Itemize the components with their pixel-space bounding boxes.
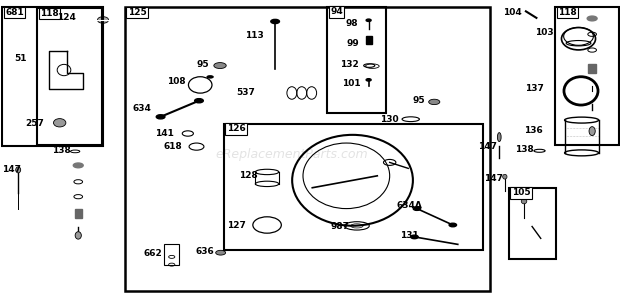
Ellipse shape	[75, 232, 81, 239]
Circle shape	[195, 99, 203, 103]
Circle shape	[366, 79, 371, 81]
Circle shape	[428, 99, 440, 105]
Text: 127: 127	[227, 221, 246, 230]
Bar	[2, 7, 103, 146]
Text: 118: 118	[558, 8, 577, 17]
Text: 95: 95	[197, 60, 209, 69]
Ellipse shape	[503, 174, 507, 179]
Circle shape	[206, 75, 214, 79]
Text: 137: 137	[525, 84, 544, 93]
Text: 537: 537	[236, 88, 255, 97]
Bar	[164, 244, 179, 265]
Text: 95: 95	[412, 96, 425, 105]
Ellipse shape	[97, 17, 108, 23]
Text: 101: 101	[342, 79, 361, 88]
Circle shape	[587, 16, 597, 21]
Circle shape	[410, 235, 418, 239]
Text: 126: 126	[227, 124, 246, 133]
Bar	[125, 7, 490, 291]
Bar	[37, 8, 102, 145]
Ellipse shape	[521, 198, 527, 204]
Ellipse shape	[497, 133, 501, 142]
Text: 103: 103	[535, 28, 554, 37]
Ellipse shape	[589, 127, 595, 136]
Bar	[588, 64, 596, 73]
Text: 987: 987	[330, 222, 350, 231]
Ellipse shape	[53, 119, 66, 127]
Circle shape	[73, 163, 83, 168]
Text: eReplacementParts.com: eReplacementParts.com	[216, 148, 368, 162]
Text: 108: 108	[167, 77, 185, 86]
Bar	[555, 7, 619, 145]
Text: 104: 104	[503, 8, 521, 17]
Circle shape	[449, 223, 456, 227]
Bar	[366, 36, 373, 44]
Text: 138: 138	[52, 146, 71, 155]
Text: 105: 105	[512, 188, 530, 197]
Bar	[74, 209, 82, 218]
Text: 636: 636	[196, 247, 215, 256]
Text: 124: 124	[57, 13, 76, 22]
Text: 138: 138	[515, 145, 534, 154]
Circle shape	[366, 19, 371, 21]
Text: 634A: 634A	[397, 201, 422, 210]
Text: 132: 132	[340, 60, 359, 69]
Text: 257: 257	[25, 119, 45, 128]
Text: 94: 94	[330, 7, 343, 16]
Text: 113: 113	[246, 31, 264, 40]
Text: 136: 136	[524, 126, 542, 135]
Circle shape	[413, 207, 420, 210]
Text: 681: 681	[5, 8, 24, 17]
Text: 125: 125	[128, 8, 146, 17]
Text: 618: 618	[164, 142, 182, 151]
Text: 130: 130	[380, 115, 399, 124]
Text: 99: 99	[346, 39, 359, 48]
Bar	[508, 188, 556, 259]
Text: 141: 141	[156, 129, 174, 138]
Text: 634: 634	[133, 104, 151, 113]
Text: 98: 98	[345, 19, 358, 28]
Text: 147: 147	[484, 174, 503, 183]
Text: 662: 662	[143, 249, 162, 258]
Circle shape	[271, 19, 280, 24]
Text: 118: 118	[40, 9, 59, 18]
Text: 147: 147	[478, 142, 497, 151]
Ellipse shape	[16, 167, 20, 173]
Circle shape	[216, 250, 226, 255]
Text: 128: 128	[239, 171, 258, 180]
Bar	[224, 124, 482, 250]
Circle shape	[156, 115, 165, 119]
Circle shape	[214, 63, 226, 69]
Bar	[327, 7, 386, 113]
Text: 147: 147	[2, 165, 22, 174]
Text: 51: 51	[14, 54, 27, 63]
Text: 131: 131	[400, 231, 419, 240]
